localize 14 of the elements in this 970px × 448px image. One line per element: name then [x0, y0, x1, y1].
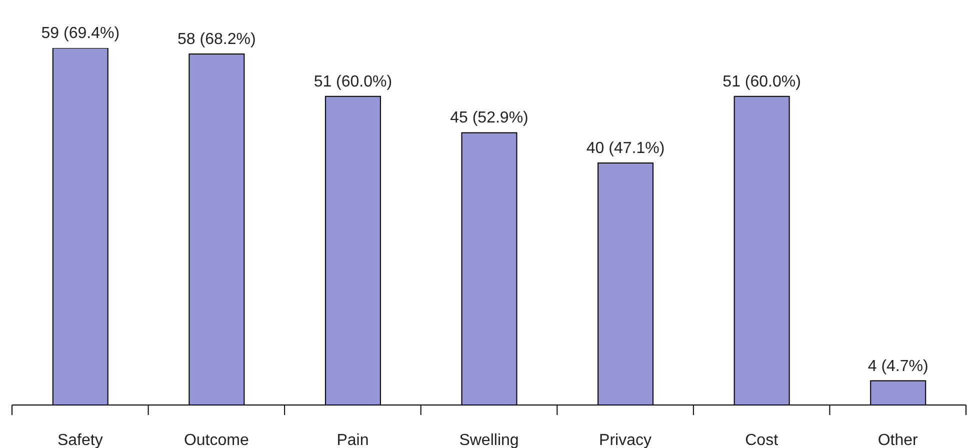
- data-label: 58 (68.2%): [178, 31, 256, 48]
- x-tick-label: Outcome: [184, 432, 249, 448]
- data-label: 40 (47.1%): [586, 140, 665, 157]
- data-label: 59 (69.4%): [41, 25, 120, 42]
- data-label: 4 (4.7%): [868, 358, 928, 375]
- x-tick-label: Cost: [745, 432, 779, 448]
- x-tick-label: Other: [878, 432, 919, 448]
- data-label: 45 (52.9%): [450, 110, 528, 127]
- data-label: 51 (60.0%): [722, 73, 801, 90]
- x-tick-label: Safety: [57, 432, 103, 448]
- x-tick-label: Pain: [336, 432, 369, 448]
- x-tick-label: Privacy: [599, 432, 652, 448]
- x-tick-label: Swelling: [459, 432, 519, 448]
- data-label: 51 (60.0%): [314, 73, 392, 90]
